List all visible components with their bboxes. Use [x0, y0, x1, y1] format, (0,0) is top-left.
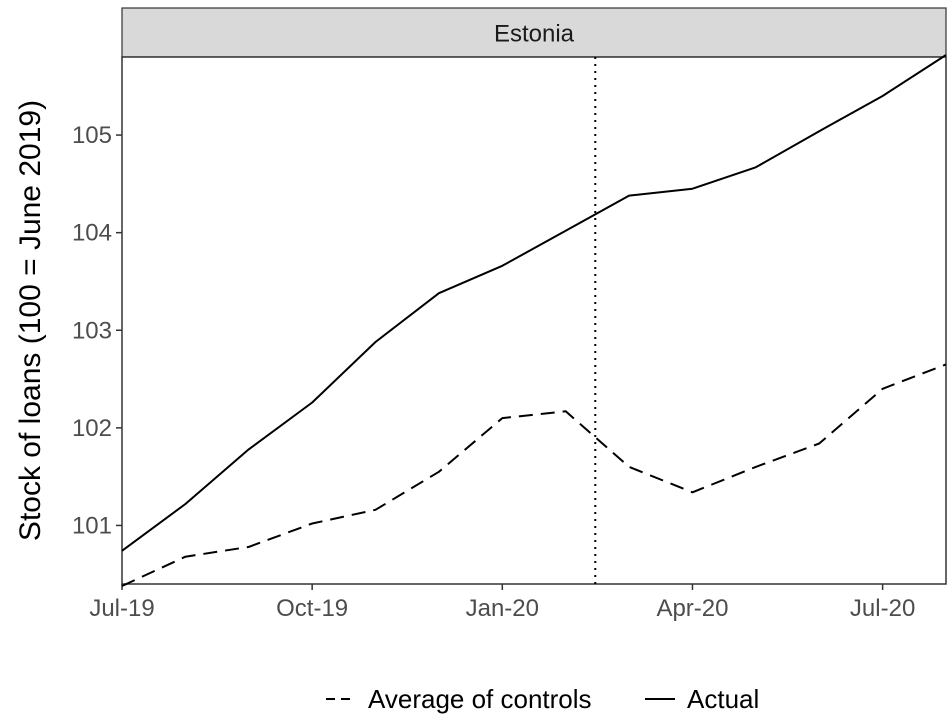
- series-layer: [121, 54, 947, 587]
- legend-label-average-of-controls: Average of controls: [368, 684, 592, 714]
- legend-label-actual: Actual: [687, 684, 759, 714]
- y-tick-label: 102: [72, 415, 112, 442]
- y-tick-label: 104: [72, 220, 112, 247]
- x-tick-label: Jul-20: [850, 595, 915, 622]
- series-line-actual: [121, 54, 947, 552]
- series-line-average-of-controls: [121, 363, 947, 587]
- x-tick-label: Apr-20: [656, 595, 728, 622]
- facet-strip: [121, 7, 947, 58]
- x-axis: Jul-19 Oct-19 Jan-20 Apr-20 Jul-20: [89, 584, 915, 622]
- x-tick-label: Jan-20: [466, 595, 539, 622]
- x-tick-label: Oct-19: [276, 595, 348, 622]
- y-axis: 101 102 103 104 105: [72, 122, 122, 539]
- y-axis-title: Stock of loans (100 = June 2019): [14, 100, 47, 541]
- y-tick-label: 101: [72, 512, 112, 539]
- legend: Average of controls Actual: [326, 684, 759, 714]
- y-tick-label: 103: [72, 317, 112, 344]
- x-tick-label: Jul-19: [89, 595, 154, 622]
- facet-title: Estonia: [494, 21, 575, 48]
- y-tick-label: 105: [72, 122, 112, 149]
- plot-panel: [121, 56, 947, 585]
